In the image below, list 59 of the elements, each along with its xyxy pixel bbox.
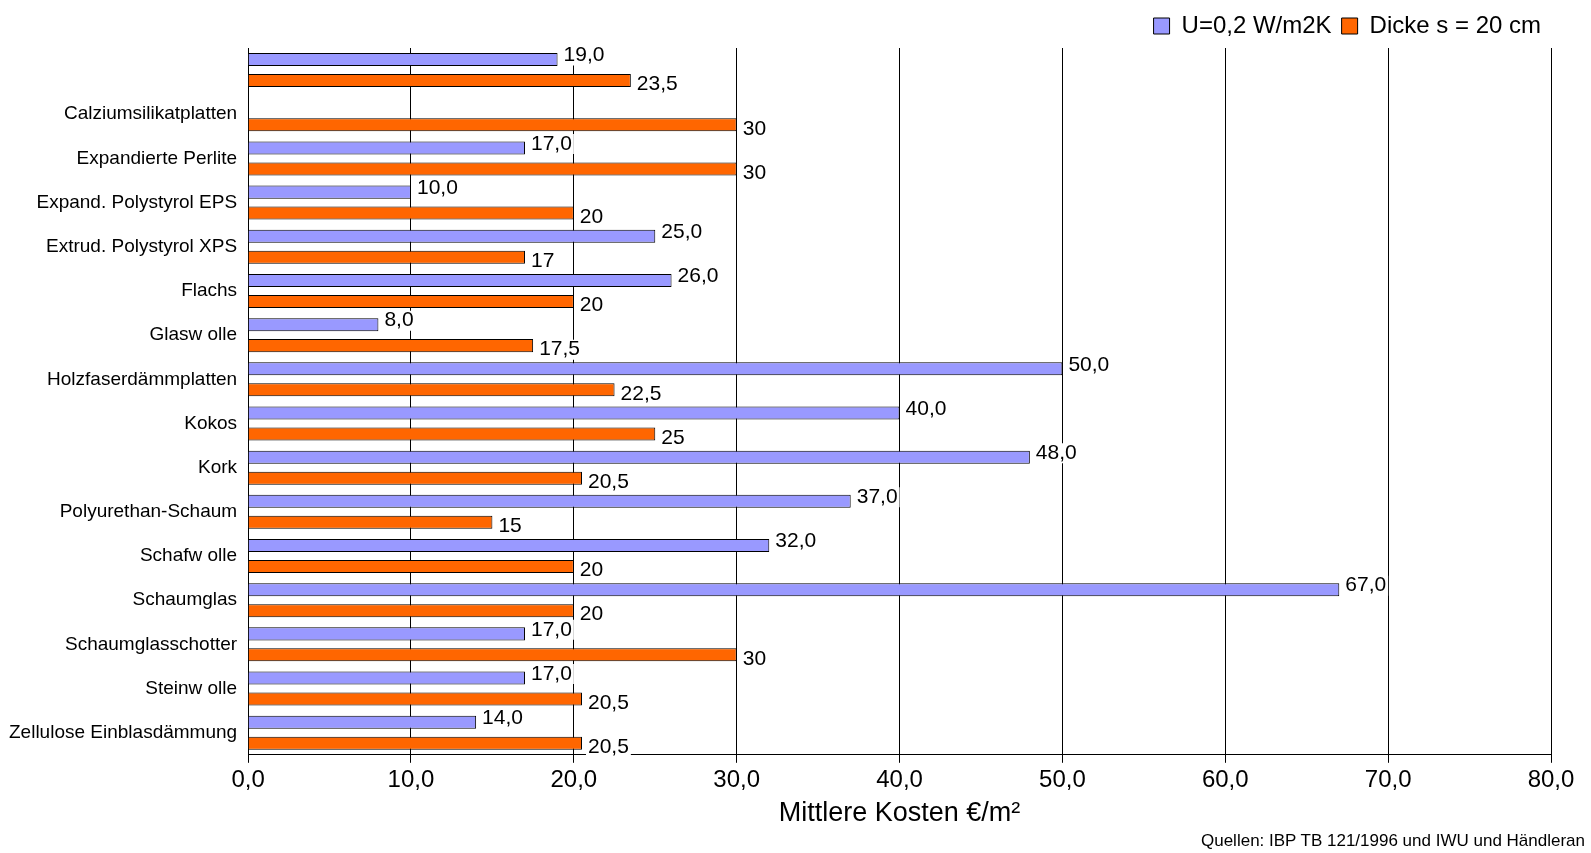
data-label: 17,0	[530, 660, 572, 684]
data-label: 37,0	[856, 484, 898, 508]
data-label: 50,0	[1068, 351, 1110, 375]
data-label: 30	[742, 159, 767, 183]
data-label: 20,5	[587, 468, 629, 492]
x-tick-label: 0,0	[231, 764, 265, 792]
x-tick-label: 80,0	[1527, 764, 1575, 792]
data-label: 40,0	[905, 395, 947, 419]
y-tick-label: Kokos	[184, 411, 238, 433]
data-label: 17,0	[530, 616, 572, 640]
y-tick-label: Schaumglas	[132, 588, 238, 610]
data-label: 25,0	[661, 219, 703, 243]
data-label: 17,0	[530, 130, 572, 154]
legend-label: Dicke s = 20 cm	[1369, 10, 1541, 38]
x-tick-label: 50,0	[1039, 764, 1086, 792]
y-tick-label: Zellulose Einblasdämmung	[9, 720, 238, 742]
data-label: 20,5	[587, 734, 629, 757]
y-tick-label: Glasw olle	[149, 323, 238, 345]
y-tick-label: Kork	[198, 455, 238, 477]
x-tick-label: 40,0	[876, 764, 923, 792]
x-tick-label: 20,0	[550, 764, 598, 792]
data-label: 20	[579, 557, 604, 581]
data-label: 19,0	[563, 42, 605, 66]
data-label: 48,0	[1035, 439, 1077, 463]
data-label: 10,0	[416, 174, 458, 198]
y-tick-label: Schafw olle	[139, 544, 238, 566]
y-tick-label: Expandierte Perlite	[76, 146, 238, 168]
legend-label: U=0,2 W/m2K	[1181, 10, 1332, 38]
y-tick-label: Polyurethan-Schaum	[59, 500, 238, 522]
data-label: 17,5	[539, 336, 580, 360]
x-tick-label: 30,0	[713, 764, 761, 792]
y-tick-label: Holzfaserdämmplatten	[47, 367, 238, 389]
data-label: 17	[530, 248, 555, 272]
x-tick-label: 70,0	[1364, 764, 1412, 792]
data-label: 30	[742, 115, 767, 139]
x-axis-title: Mittlere Kosten €/m²	[778, 797, 1021, 828]
data-label: 22,5	[620, 380, 662, 404]
data-label: 67,0	[1345, 572, 1387, 596]
source-note: Quellen: IBP TB 121/1996 und IWU und Händleran	[1200, 831, 1585, 851]
data-label: 30	[742, 645, 767, 669]
data-label: 14,0	[482, 705, 523, 729]
data-label: 15	[498, 513, 522, 537]
data-label: 23,5	[636, 71, 678, 95]
y-tick-label: Steinw olle	[145, 676, 238, 698]
y-tick-label: Schaumglasschotter	[64, 632, 238, 654]
data-label: 20	[579, 203, 604, 227]
y-tick-label: Calziumsilikatplatten	[63, 102, 238, 124]
y-tick-label: Expand. Polystyrol EPS	[36, 190, 238, 212]
data-label: 26,0	[677, 263, 719, 287]
y-tick-label: Extrud. Polystyrol XPS	[46, 235, 238, 257]
data-label: 25	[661, 424, 685, 448]
data-label: 20	[579, 292, 604, 316]
x-tick-label: 60,0	[1201, 764, 1249, 792]
data-label: 32,0	[775, 528, 817, 552]
y-tick-label: Flachs	[181, 279, 238, 301]
x-tick-label: 10,0	[387, 764, 435, 792]
data-label: 20	[579, 601, 604, 625]
data-label: 20,5	[587, 689, 629, 713]
data-label: 8,0	[384, 307, 414, 331]
